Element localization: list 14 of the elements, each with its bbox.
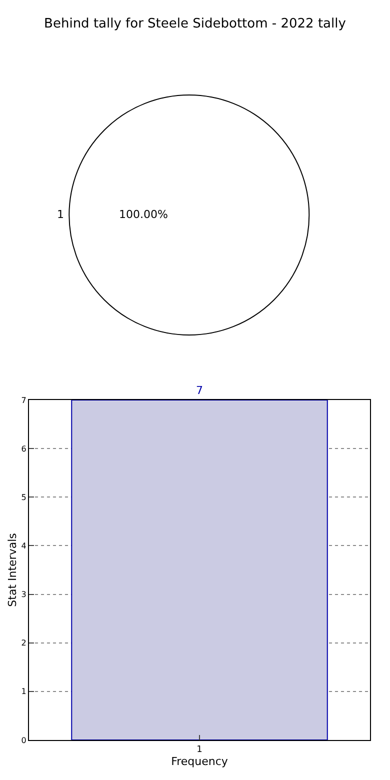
y-tick-label: 7 — [21, 396, 26, 405]
y-tick-label: 5 — [21, 492, 26, 502]
y-tick-label: 1 — [21, 687, 26, 696]
data-label: 100.00% — [119, 208, 168, 221]
y-tick-label: 0 — [21, 736, 26, 745]
slice-label: 1 — [57, 208, 64, 221]
y-tick-label: 6 — [21, 444, 26, 454]
y-axis-title: Stat Intervals — [6, 532, 19, 607]
chart-title: Behind tally for Steele Sidebottom - 2022 tally — [44, 16, 346, 32]
y-tick-label: 3 — [21, 590, 26, 600]
data-label: 7 — [196, 384, 204, 397]
x-axis-title: Frequency — [171, 754, 228, 768]
y-tick-label: 2 — [21, 638, 26, 648]
y-tick-label: 4 — [21, 542, 26, 551]
